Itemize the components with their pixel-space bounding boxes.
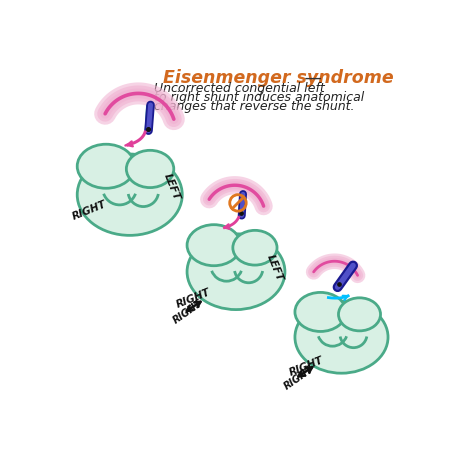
Ellipse shape — [187, 225, 241, 266]
Ellipse shape — [127, 150, 174, 188]
Ellipse shape — [77, 154, 182, 236]
Text: RIGHT: RIGHT — [288, 355, 326, 378]
Text: RIGHT: RIGHT — [175, 287, 212, 310]
Text: Eisenmenger syndrome: Eisenmenger syndrome — [163, 69, 393, 87]
Ellipse shape — [338, 298, 381, 331]
Text: —: — — [299, 69, 322, 87]
Text: LEFT: LEFT — [162, 172, 182, 202]
Ellipse shape — [77, 144, 135, 188]
Text: LEFT: LEFT — [264, 253, 284, 283]
Ellipse shape — [295, 292, 346, 331]
Ellipse shape — [187, 234, 285, 310]
Text: Uncorrected congential left: Uncorrected congential left — [155, 82, 325, 94]
Text: RIGHT: RIGHT — [172, 298, 205, 326]
Ellipse shape — [295, 301, 388, 373]
Text: to right shunt induces anatomical: to right shunt induces anatomical — [155, 91, 365, 104]
Text: changes that reverse the shunt.: changes that reverse the shunt. — [155, 100, 355, 113]
Ellipse shape — [233, 230, 277, 265]
Text: RIGHT: RIGHT — [71, 199, 109, 221]
Text: RIGHT: RIGHT — [283, 364, 316, 392]
